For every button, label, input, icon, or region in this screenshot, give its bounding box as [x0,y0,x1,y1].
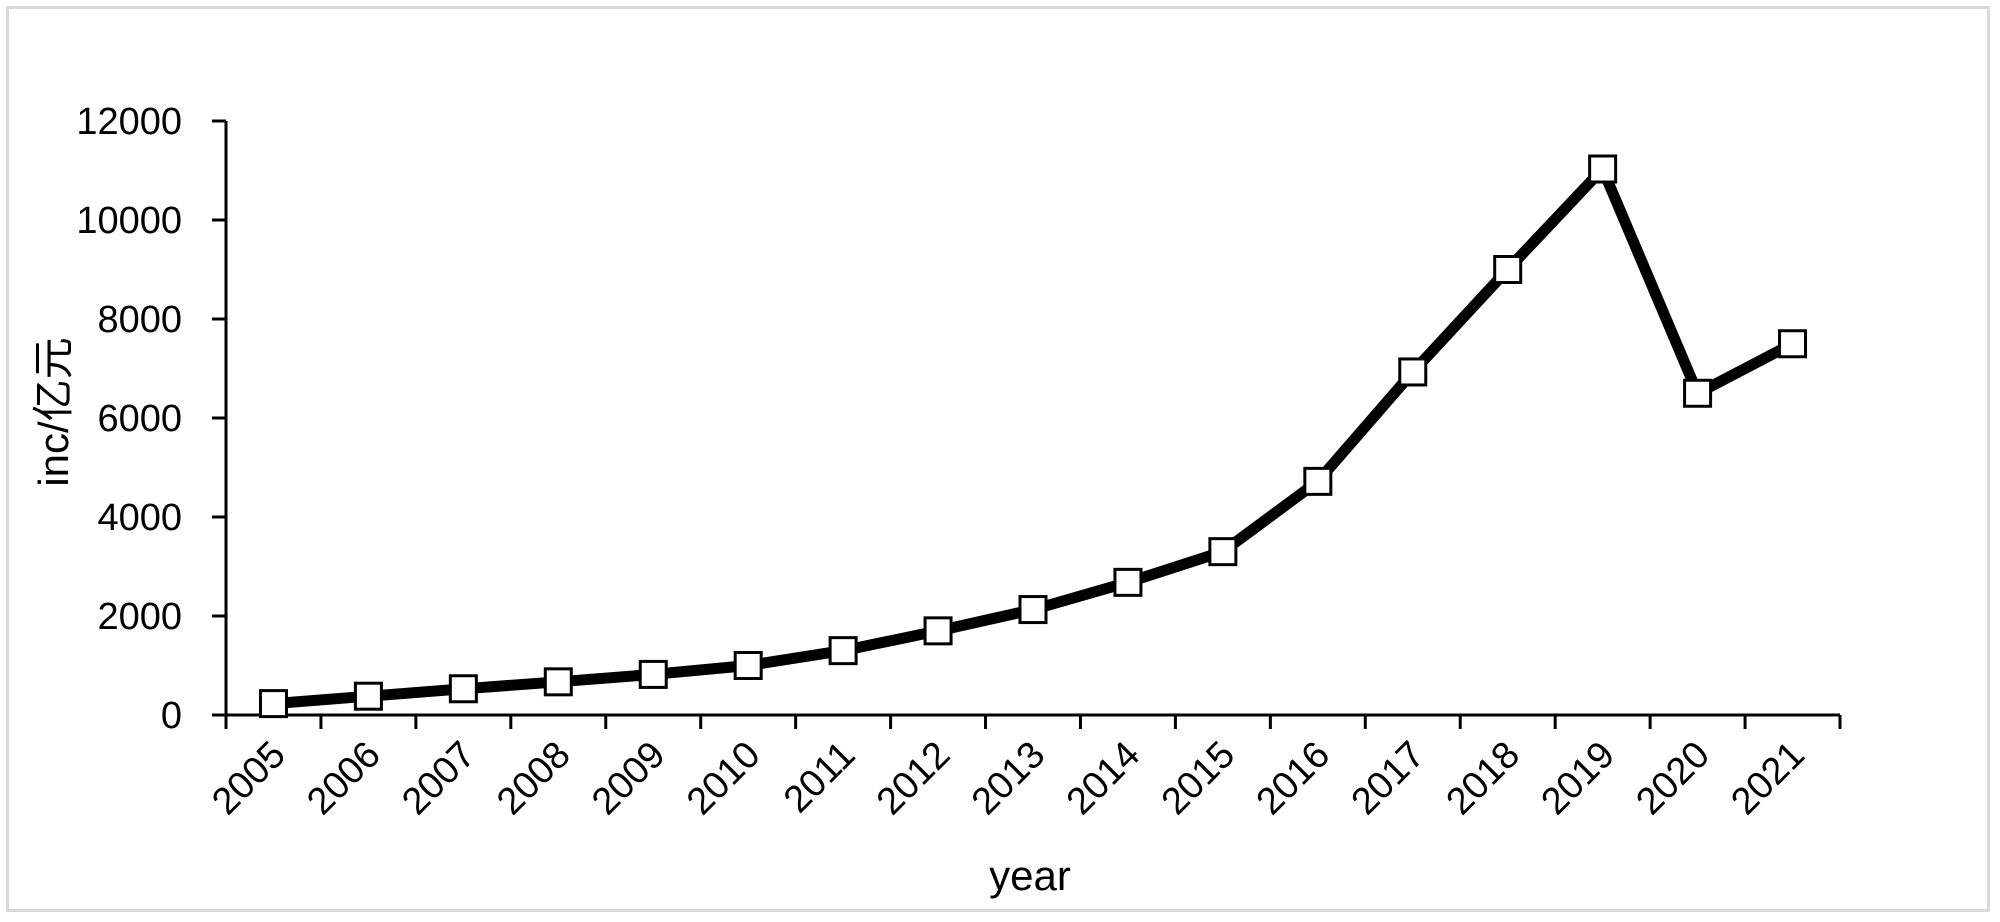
y-tick-label: 4000 [97,497,182,539]
data-point-marker [353,681,383,711]
x-tick-label: 2008 [489,734,578,823]
x-tick-label: 2009 [584,734,673,823]
x-tick-label: 2021 [1723,734,1812,823]
x-tick-label: 2011 [776,734,863,821]
data-point-marker [733,651,763,680]
x-tick-label: 2016 [1249,734,1338,823]
x-tick-label: 2014 [1059,734,1148,823]
data-point-marker [543,667,573,697]
y-tick-label: 10000 [76,200,182,242]
x-tick-label: 2010 [679,734,768,823]
data-point-marker [1683,378,1713,408]
y-ticks: 0 2000 4000 6000 8000 10000 12000 [76,101,226,737]
data-point-marker [1018,595,1048,625]
axes [224,121,1840,717]
data-point-marker [1398,357,1428,387]
x-tick-label: 2005 [204,734,293,823]
data-point-marker [1778,329,1808,359]
x-tick-label: 2019 [1534,734,1623,823]
data-point-marker [923,616,953,646]
x-tick-label: 2007 [394,734,483,823]
x-tick-label: 2013 [964,734,1053,823]
x-ticks: 2005 2006 2007 2008 2009 2010 2011 2012 2013 2014… [204,715,1842,823]
y-tick-label: 6000 [97,398,182,440]
x-tick-label: 2012 [869,734,958,823]
data-point-marker [1208,537,1238,567]
chart-frame [6,6,1990,912]
data-point-marker [638,659,668,689]
series [258,154,1808,719]
x-axis-title: year [989,852,1071,899]
data-point-marker [828,636,858,666]
y-axis-title: inc/亿元 [30,337,77,486]
x-tick-label: 2020 [1628,734,1717,823]
data-point-marker [258,689,288,719]
x-tick-label: 2006 [299,734,388,823]
data-point-marker [1588,154,1618,184]
y-tick-label: 0 [161,695,182,737]
y-tick-label: 2000 [97,596,182,638]
data-point-marker [1113,567,1143,597]
y-tick-label: 8000 [97,299,182,341]
axis-titles: inc/亿元 year [30,337,1071,899]
data-point-marker [1493,255,1523,284]
y-tick-label: 12000 [76,101,182,143]
data-point-marker [448,674,478,704]
x-tick-label: 2015 [1154,734,1243,823]
x-tick-label: 2017 [1344,734,1433,823]
data-point-marker [1303,466,1333,496]
x-tick-label: 2018 [1439,734,1528,823]
